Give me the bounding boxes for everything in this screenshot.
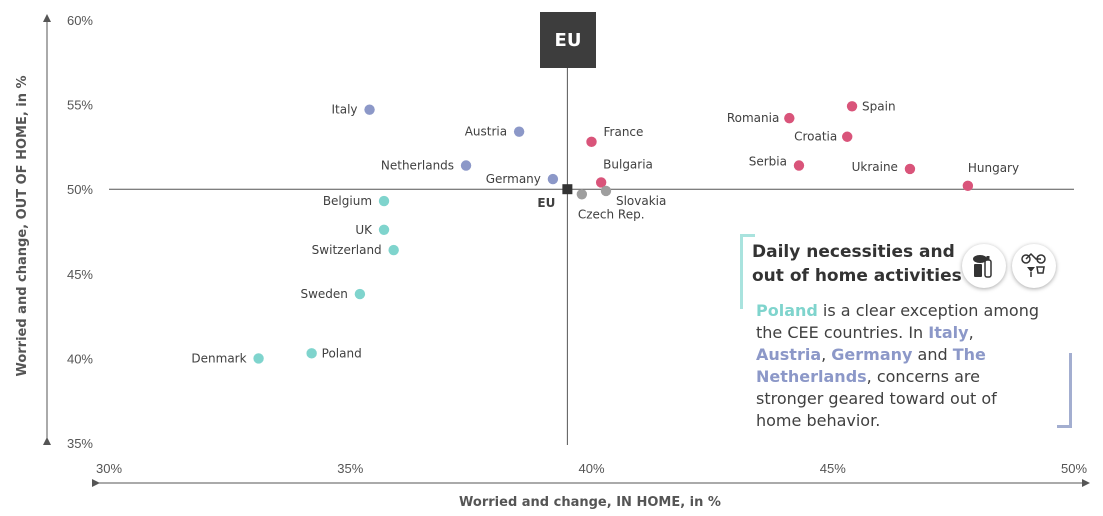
callout-bracket-top-left (740, 234, 755, 309)
label-switzerland: Switzerland (312, 243, 382, 257)
label-czech-rep: Czech Rep. (578, 207, 645, 221)
body-text-1: is a clear exception among the CEE count… (756, 301, 1039, 342)
label-germany: Germany (486, 172, 541, 186)
label-austria: Austria (465, 125, 507, 139)
y-axis-title: Worried and change, OUT OF HOME, in % (15, 75, 30, 376)
label-uk: UK (355, 223, 373, 237)
callout-heading: Daily necessities and out of home activi… (752, 242, 962, 286)
point-belgium (378, 195, 390, 207)
highlight-italy: Italy (928, 323, 969, 342)
label-spain: Spain (862, 99, 896, 113)
label-denmark: Denmark (191, 351, 246, 365)
callout-body: Poland is a clear exception among the CE… (756, 300, 1046, 432)
point-italy (364, 104, 375, 115)
y-tick-labels: 60% 55% 50% 45% 40% 35% (67, 13, 93, 451)
label-netherlands: Netherlands (381, 159, 454, 173)
point-labels: Italy Austria France Netherlands Germany Bulg… (191, 99, 1019, 365)
y-tick-label: 35% (67, 436, 93, 451)
body-comma-1: , (968, 323, 974, 342)
point-bulgaria (595, 177, 607, 188)
x-tick-label: 45% (820, 461, 846, 476)
label-sweden: Sweden (300, 287, 347, 301)
point-slovakia (600, 185, 612, 197)
label-ukraine: Ukraine (852, 160, 898, 174)
data-points (253, 101, 974, 364)
label-slovakia: Slovakia (616, 194, 666, 208)
x-tick-labels: 30% 35% 40% 45% 50% (96, 461, 1087, 476)
label-hungary: Hungary (968, 161, 1019, 175)
point-romania (784, 112, 795, 124)
point-croatia (842, 131, 853, 142)
bicycle-drinks-icon (1012, 244, 1056, 288)
y-tick-label: 40% (67, 351, 93, 366)
body-comma-2: , (821, 345, 832, 364)
reference-lines (109, 68, 1074, 445)
label-belgium: Belgium (323, 194, 372, 208)
body-text-3: , concerns are stronger geared toward ou… (756, 367, 997, 430)
bread-bottle-icon (962, 244, 1006, 288)
point-austria (513, 126, 525, 137)
point-eu-marker (562, 184, 573, 195)
point-netherlands (460, 160, 472, 171)
point-serbia (793, 160, 805, 171)
y-tick-label: 55% (67, 98, 93, 113)
point-hungary (962, 180, 974, 192)
point-denmark (253, 353, 264, 364)
label-poland: Poland (322, 346, 362, 360)
point-uk (378, 224, 390, 236)
callout-bracket-bottom-right (1057, 353, 1072, 428)
label-italy: Italy (332, 103, 358, 117)
body-text-2: and (912, 345, 953, 364)
point-sweden (354, 288, 366, 300)
point-switzerland (388, 244, 399, 256)
point-germany (547, 173, 559, 185)
y-tick-label: 50% (67, 182, 93, 197)
y-tick-label: 60% (67, 13, 93, 28)
point-spain (846, 101, 858, 112)
label-france: France (604, 125, 644, 139)
highlight-austria: Austria (756, 345, 822, 364)
label-bulgaria: Bulgaria (603, 157, 653, 171)
x-tick-label: 40% (578, 461, 604, 476)
x-tick-label: 30% (96, 461, 122, 476)
insight-callout: Daily necessities and out of home activi… (740, 234, 1072, 430)
x-tick-label: 50% (1061, 461, 1087, 476)
point-czech-rep (576, 189, 588, 200)
point-poland (306, 348, 317, 359)
x-axis-title: Worried and change, IN HOME, in % (459, 495, 721, 510)
point-ukraine (904, 163, 916, 175)
highlight-poland: Poland (756, 301, 818, 320)
highlight-germany: Germany (831, 345, 913, 364)
label-croatia: Croatia (794, 130, 837, 144)
highlight-netherlands: The Netherlands (756, 345, 986, 386)
label-serbia: Serbia (749, 155, 787, 169)
eu-reference-box: EU (540, 12, 596, 68)
y-tick-label: 45% (67, 267, 93, 282)
x-tick-label: 35% (337, 461, 363, 476)
label-eu: EU (537, 196, 555, 210)
label-romania: Romania (727, 111, 779, 125)
point-france (586, 136, 597, 148)
